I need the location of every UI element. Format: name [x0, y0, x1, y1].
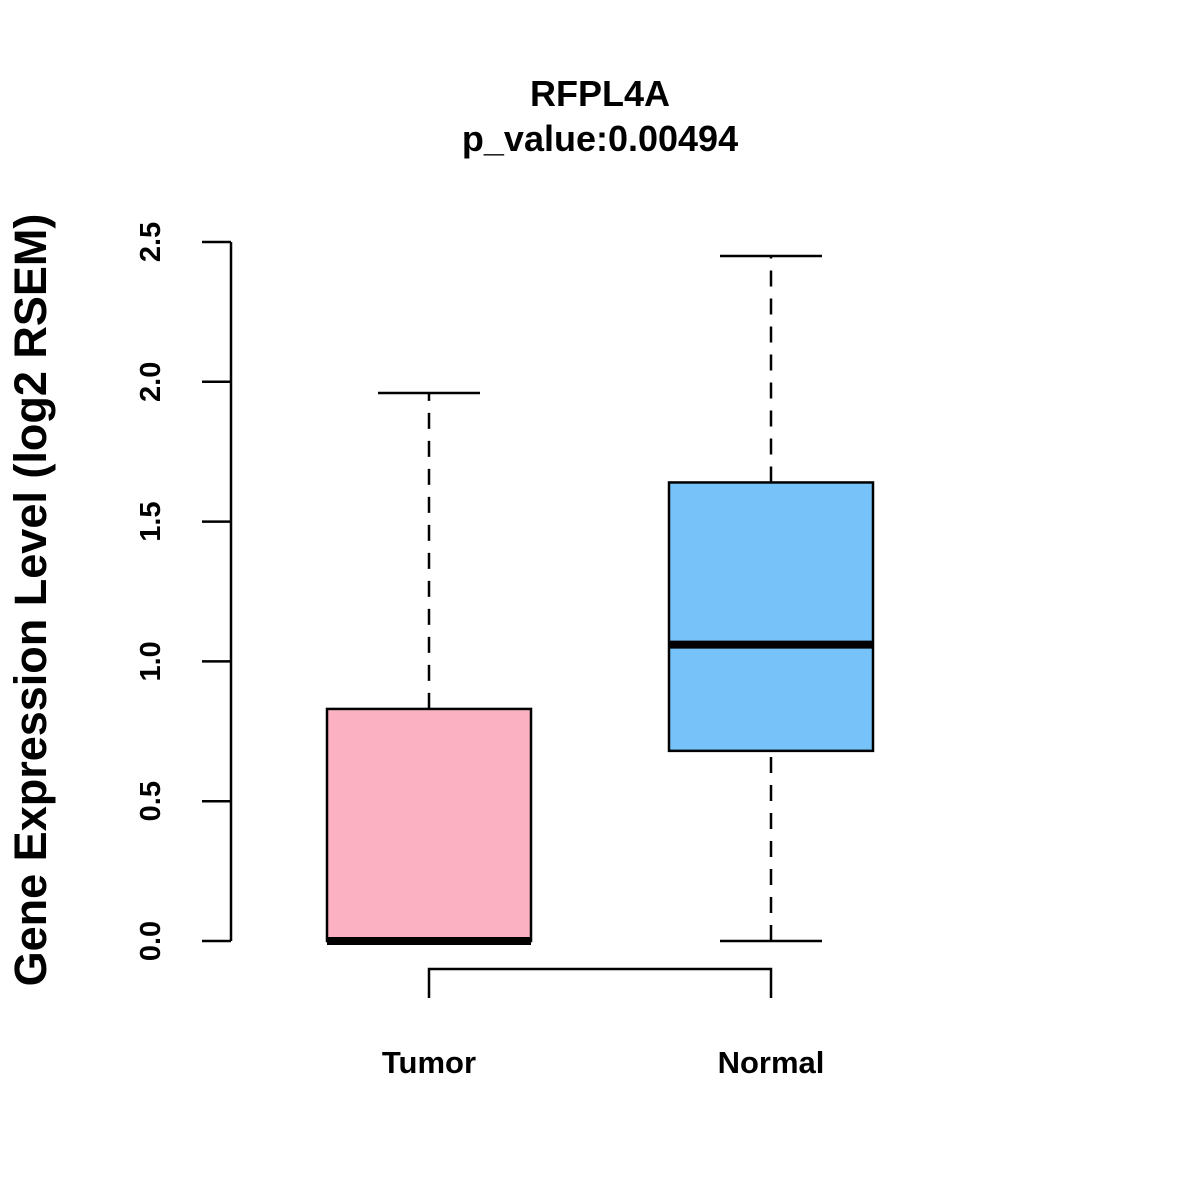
category-label-normal: Normal	[718, 1045, 825, 1080]
y-tick-label: 0.5	[135, 781, 167, 821]
y-axis-label: Gene Expression Level (log2 RSEM)	[5, 214, 56, 987]
iqr-box	[667, 481, 875, 753]
category-label-tumor: Tumor	[382, 1045, 476, 1080]
y-tick-label: 1.0	[135, 641, 167, 681]
y-tick-label: 0.0	[135, 921, 167, 961]
chart-subtitle: p_value:0.00494	[462, 118, 738, 159]
y-tick-label: 2.5	[135, 222, 167, 262]
box-normal	[667, 254, 875, 943]
significance-bracket	[427, 967, 773, 998]
category-labels: Tumor Normal	[382, 1045, 824, 1080]
chart-title: RFPL4A	[530, 73, 670, 114]
box-tumor	[325, 391, 533, 945]
iqr-box	[325, 707, 533, 943]
y-axis: 0.0 0.5 1.0 1.5 2.0 2.5	[135, 222, 233, 961]
bracket-line	[427, 967, 773, 998]
y-tick-label: 1.5	[135, 501, 167, 541]
boxes-layer	[325, 254, 875, 945]
y-tick-label: 2.0	[135, 362, 167, 402]
